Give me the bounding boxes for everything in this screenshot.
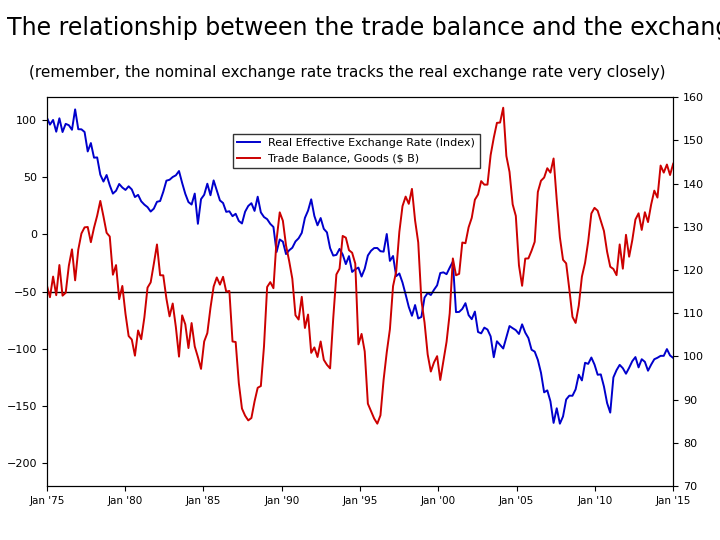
Real Effective Exchange Rate (Index) <box>669 355 678 361</box>
Trade Balance, Goods ($ B) <box>42 282 51 288</box>
Real Effective Exchange Rate (Index) <box>644 368 652 374</box>
Line: Trade Balance, Goods ($ B): Trade Balance, Goods ($ B) <box>47 107 673 424</box>
Real Effective Exchange Rate (Index) <box>556 421 564 427</box>
Line: Real Effective Exchange Rate (Index): Real Effective Exchange Rate (Index) <box>47 110 673 424</box>
Trade Balance, Goods ($ B) <box>621 232 630 238</box>
Trade Balance, Goods ($ B) <box>373 421 382 427</box>
Text: The relationship between the trade balance and the exchange rate: The relationship between the trade balan… <box>7 16 720 40</box>
Real Effective Exchange Rate (Index) <box>71 106 79 113</box>
Real Effective Exchange Rate (Index) <box>621 370 630 377</box>
Text: (remember, the nominal exchange rate tracks the real exchange rate very closely): (remember, the nominal exchange rate tra… <box>29 65 665 80</box>
Real Effective Exchange Rate (Index) <box>84 148 92 154</box>
Real Effective Exchange Rate (Index) <box>162 178 171 184</box>
Trade Balance, Goods ($ B) <box>210 284 218 290</box>
Trade Balance, Goods ($ B) <box>159 272 168 279</box>
Real Effective Exchange Rate (Index) <box>212 187 221 194</box>
Trade Balance, Goods ($ B) <box>644 219 652 225</box>
Trade Balance, Goods ($ B) <box>669 160 678 167</box>
Trade Balance, Goods ($ B) <box>68 246 76 253</box>
Real Effective Exchange Rate (Index) <box>42 114 51 120</box>
Real Effective Exchange Rate (Index) <box>68 126 76 133</box>
Legend: Real Effective Exchange Rate (Index), Trade Balance, Goods ($ B): Real Effective Exchange Rate (Index), Tr… <box>233 134 480 168</box>
Trade Balance, Goods ($ B) <box>80 224 89 231</box>
Trade Balance, Goods ($ B) <box>499 104 508 111</box>
